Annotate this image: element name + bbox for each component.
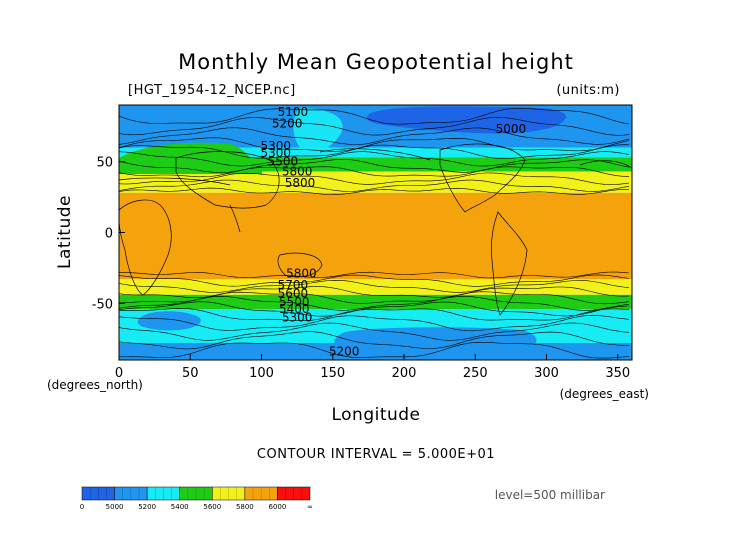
contour-line-21 bbox=[119, 331, 630, 350]
colorbar-tick-label: 5600 bbox=[203, 503, 221, 511]
contour-line-8 bbox=[119, 172, 630, 185]
contour-line-9 bbox=[119, 179, 630, 192]
y-axis: 50 0 -50 bbox=[92, 156, 125, 312]
contour-line-17 bbox=[119, 301, 630, 317]
contour-line-11 bbox=[119, 271, 630, 279]
contour-line-19 bbox=[119, 315, 630, 332]
colorbar-tick-label: 5800 bbox=[236, 503, 254, 511]
contour-label: 5300 bbox=[260, 139, 291, 153]
contour-line-13 bbox=[119, 279, 630, 293]
contour-label: 5100 bbox=[278, 105, 309, 119]
band-3 bbox=[119, 171, 632, 193]
contour-line-1 bbox=[119, 116, 630, 136]
contour-line-20 bbox=[119, 322, 630, 341]
contour-label: 5600 bbox=[278, 286, 309, 300]
contour-label: 5200 bbox=[272, 116, 303, 130]
x-tick-label: 250 bbox=[463, 366, 488, 381]
x-tick-label: 200 bbox=[392, 366, 417, 381]
colorbar-tick-label: 5400 bbox=[171, 503, 189, 511]
x-tick-label: 50 bbox=[182, 366, 199, 381]
y-axis-label: Latitude bbox=[55, 195, 75, 269]
contour-line-4 bbox=[119, 144, 630, 159]
y-tick-label: 50 bbox=[96, 156, 113, 171]
contour-line-14 bbox=[119, 286, 630, 299]
contour-line-3 bbox=[119, 137, 630, 152]
x-tick-label: 350 bbox=[605, 366, 630, 381]
contour-line-10 bbox=[119, 187, 630, 195]
x-axis-label: Longitude bbox=[331, 405, 420, 425]
contour-label: 5300 bbox=[260, 146, 291, 160]
nh-cyan-patch bbox=[293, 108, 343, 154]
level-label: level=500 millibar bbox=[495, 488, 605, 502]
band-4 bbox=[119, 192, 632, 280]
contour-label: 5800 bbox=[285, 176, 316, 190]
colorbar-tick-label: 5200 bbox=[138, 503, 156, 511]
contour-line-7 bbox=[119, 166, 630, 178]
contour-interval: CONTOUR INTERVAL = 5.000E+01 bbox=[257, 447, 495, 462]
band-group bbox=[119, 105, 632, 360]
x-axis: 0 50 100 150 200 250 300 350 bbox=[115, 354, 630, 381]
file-label: [HGT_1954-12_NCEP.nc] bbox=[128, 83, 296, 98]
band-6 bbox=[119, 294, 632, 309]
x-units-label: (degrees_east) bbox=[560, 387, 649, 401]
contour-label: 5500 bbox=[268, 155, 299, 169]
colorbar bbox=[81, 486, 311, 501]
units-label: (units:m) bbox=[556, 83, 620, 98]
contour-line-18 bbox=[119, 307, 630, 321]
contour-label: 5500 bbox=[279, 295, 310, 309]
y-tick-label: 0 bbox=[105, 227, 113, 242]
coastline bbox=[119, 143, 632, 316]
x-tick-label: 150 bbox=[320, 366, 345, 381]
x-tick-label: 0 bbox=[115, 366, 123, 381]
contour-line-22 bbox=[119, 341, 630, 359]
contour-line-12 bbox=[119, 274, 630, 287]
contour-label: 5200 bbox=[329, 345, 360, 359]
nh-green-wave bbox=[119, 142, 262, 174]
contour-label: 5700 bbox=[278, 278, 309, 292]
contour-label: 5800 bbox=[286, 267, 317, 281]
colorbar-tick-label: 0 bbox=[80, 503, 84, 511]
plot-area bbox=[119, 105, 632, 360]
colorbar-tick-label: ∞ bbox=[307, 503, 313, 511]
x-tick-label: 300 bbox=[534, 366, 559, 381]
colorbar-tick-label: 6000 bbox=[269, 503, 287, 511]
contour-label: 5300 bbox=[282, 311, 313, 325]
contour-line-5 bbox=[119, 151, 630, 167]
sh-blue-patch-west bbox=[137, 311, 201, 331]
colorbar-tick-label: 5000 bbox=[106, 503, 124, 511]
y-units-label: (degrees_north) bbox=[47, 378, 143, 392]
colorbar-ticks: 0 5000 5200 5400 5600 5800 6000 ∞ bbox=[80, 503, 313, 511]
x-tick-label: 100 bbox=[249, 366, 274, 381]
y-tick-label: -50 bbox=[92, 297, 113, 312]
contour-line-16 bbox=[119, 296, 630, 311]
chart-title: Monthly Mean Geopotential height bbox=[178, 50, 574, 74]
contour-label: 5000 bbox=[496, 122, 527, 136]
contour-lines bbox=[119, 107, 630, 359]
contour-line-2 bbox=[119, 127, 630, 145]
contour-label: 5800 bbox=[282, 165, 313, 179]
contour-line-0 bbox=[119, 107, 630, 125]
contour-line-6 bbox=[119, 159, 630, 173]
contour-label: 5400 bbox=[279, 302, 310, 316]
